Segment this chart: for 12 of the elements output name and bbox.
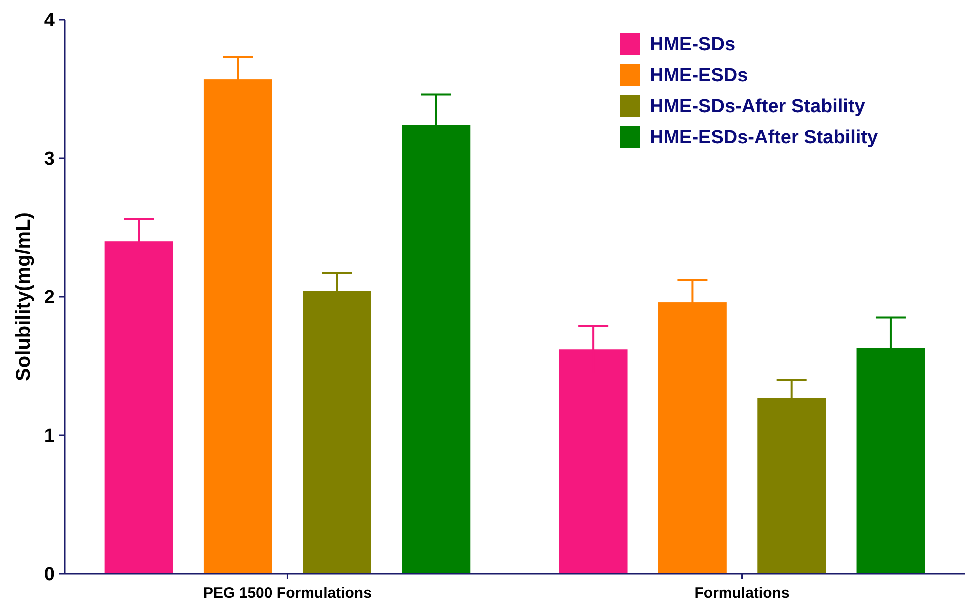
y-axis-title: Solubility(mg/mL) [13, 212, 35, 382]
legend-label: HME-SDs [650, 34, 736, 56]
y-tick-label: 2 [44, 288, 55, 309]
y-tick-label: 0 [44, 564, 55, 586]
legend-label: HME-SDs-After Stability [650, 96, 866, 118]
x-tick-label: PEG 1500 Formulations [204, 585, 372, 602]
legend-label: HME-ESDs-After Stability [650, 128, 878, 149]
x-tick-label: Formulations [694, 585, 790, 602]
y-tick-label: 1 [44, 426, 56, 448]
legend-label: HME-ESDs [650, 66, 748, 87]
y-tick-label: 4 [44, 10, 56, 32]
y-tick-label: 3 [44, 149, 55, 170]
